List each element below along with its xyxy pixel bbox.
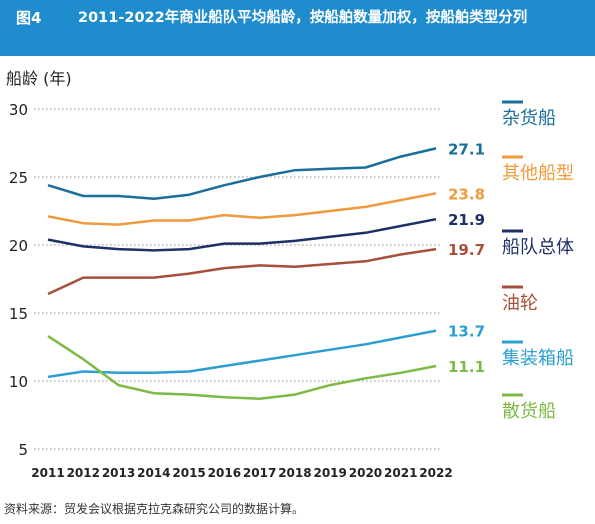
x-tick-label: 2018 [278, 466, 311, 480]
y-axis-label: 船龄 (年) [6, 69, 72, 88]
end-value-label: 23.8 [448, 185, 485, 203]
y-tick-label: 10 [9, 373, 28, 391]
x-tick-label: 2011 [31, 466, 64, 480]
y-tick-label: 15 [9, 305, 28, 323]
legend-label: 其他船型 [502, 163, 574, 184]
legend-label: 杂货船 [502, 108, 556, 129]
source-note: 资料来源：贸发会议根据克拉克森研究公司的数据计算。 [4, 502, 305, 516]
x-tick-label: 2015 [172, 466, 205, 480]
x-tick-label: 2017 [243, 466, 276, 480]
y-tick-labels: 5 10 15 20 25 30 [9, 101, 28, 459]
end-value-label: 27.1 [448, 140, 485, 158]
x-tick-label: 2022 [419, 466, 452, 480]
series-lines [47, 147, 437, 400]
series-line [47, 247, 437, 296]
series-line [47, 147, 437, 201]
figure-header: 图4 2011-2022年商业船队平均船龄，按船舶数量加权，按船舶类型分列 [0, 0, 595, 56]
end-value-label: 21.9 [448, 211, 485, 229]
legend-label: 油轮 [502, 293, 538, 314]
x-tick-label: 2016 [208, 466, 241, 480]
end-value-label: 13.7 [448, 323, 485, 341]
series-line [47, 329, 437, 379]
series-line [47, 335, 437, 400]
x-tick-label: 2012 [67, 466, 100, 480]
x-tick-label: 2020 [349, 466, 382, 480]
x-tick-label: 2014 [137, 466, 170, 480]
figure-title: 2011-2022年商业船队平均船龄，按船舶数量加权，按船舶类型分列 [78, 10, 528, 26]
series-line [47, 192, 437, 226]
end-value-label: 19.7 [448, 241, 485, 259]
end-value-labels: 27.1 23.8 21.9 19.7 13.7 11.1 [448, 140, 485, 376]
series-line [47, 217, 437, 252]
x-tick-label: 2021 [384, 466, 417, 480]
x-tick-label: 2013 [102, 466, 135, 480]
legend-label: 船队总体 [502, 237, 574, 258]
legend-label: 散货船 [502, 401, 556, 422]
y-tick-label: 5 [18, 441, 28, 459]
y-tick-label: 20 [9, 237, 28, 255]
x-tick-label: 2019 [313, 466, 346, 480]
y-tick-label: 25 [9, 169, 28, 187]
end-value-label: 11.1 [448, 358, 485, 376]
legend-label: 集装箱船 [502, 348, 574, 369]
figure-number: 图4 [16, 9, 42, 27]
x-tick-labels: 2011 2012 2013 2014 2015 2016 2017 2018 2019 2020… [31, 466, 452, 480]
y-tick-label: 30 [9, 101, 28, 119]
